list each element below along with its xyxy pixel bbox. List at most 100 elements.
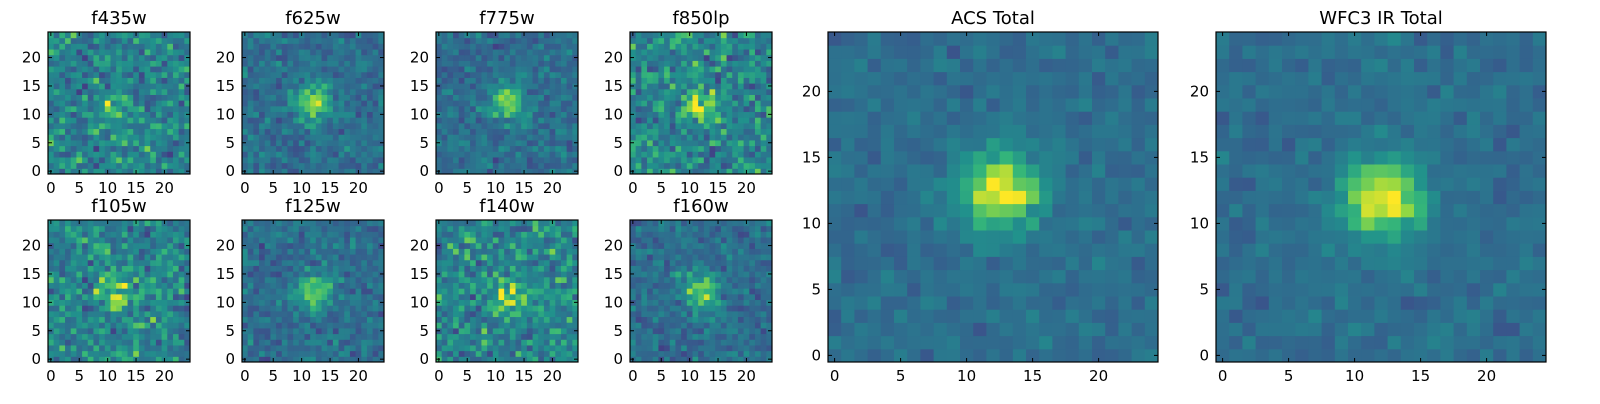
heatmap-cell [356,305,362,311]
heatmap-cell [533,72,539,78]
heatmap-cell [658,157,664,163]
heatmap-cell [293,294,299,300]
heatmap-cell [459,300,465,306]
heatmap-cell [93,151,99,157]
heatmap-cell [744,345,750,351]
heatmap-cell [304,106,310,112]
heatmap-cell [550,49,556,55]
heatmap-cell [173,157,179,163]
heatmap-cell [48,322,54,328]
heatmap-cell [476,106,482,112]
heatmap-cell [567,32,573,38]
heatmap-cell [367,254,373,260]
heatmap-cell [647,100,653,106]
heatmap-cell [339,345,345,351]
heatmap-cell [253,265,259,271]
heatmap-cell [167,146,173,152]
heatmap-cell [128,311,134,317]
heatmap-cell [173,83,179,89]
heatmap-cell [664,66,670,72]
heatmap-cell [265,220,271,226]
heatmap-cell [150,112,156,118]
heatmap-cell [356,66,362,72]
heatmap-cell [436,237,442,243]
heatmap-cell [510,220,516,226]
heatmap-cell [242,288,248,294]
heatmap-cell [356,294,362,300]
heatmap-cell [65,271,71,277]
heatmap-cell [322,317,328,323]
heatmap-cell [555,311,561,317]
heatmap-cell [470,265,476,271]
heatmap-cell [459,146,465,152]
heatmap-cell [738,351,744,357]
heatmap-cell [128,288,134,294]
heatmap-cell [88,38,94,44]
heatmap-cell [658,277,664,283]
heatmap-cell [630,106,636,112]
heatmap-cell [521,129,527,135]
heatmap-cell [259,322,265,328]
heatmap-cell [167,277,173,283]
heatmap-cell [82,134,88,140]
heatmap-cell [487,282,493,288]
heatmap-cell [738,317,744,323]
heatmap-cell [373,334,379,340]
heatmap-cell [179,94,185,100]
heatmap-cell [538,117,544,123]
y-tick-label: 5 [225,134,235,152]
heatmap-cell [59,243,65,249]
heatmap-cell [704,317,710,323]
heatmap-cell [459,220,465,226]
heatmap-cell [647,334,653,340]
heatmap-cell [128,254,134,260]
heatmap-cell [373,123,379,129]
heatmap-cell [721,163,727,169]
x-tick-label: 15 [126,367,145,385]
heatmap-cell [248,55,254,61]
heatmap-cell [516,83,522,89]
heatmap-cell [749,305,755,311]
heatmap-cell [481,43,487,49]
heatmap-cell [470,151,476,157]
heatmap-cell [139,277,145,283]
heatmap-cell [721,317,727,323]
heatmap-cell [276,129,282,135]
heatmap-cell [71,300,77,306]
heatmap-cell [493,117,499,123]
heatmap-cell [162,55,168,61]
heatmap-cell [447,243,453,249]
heatmap-cell [521,322,527,328]
heatmap-cell [150,60,156,66]
heatmap-cell [322,254,328,260]
heatmap-cell [116,60,122,66]
heatmap-cell [755,140,761,146]
heatmap-cell [356,89,362,95]
heatmap-cell [555,300,561,306]
heatmap-cell [653,339,659,345]
heatmap-cell [470,77,476,83]
heatmap-cell [436,282,442,288]
heatmap-cell [538,248,544,254]
heatmap-cell [128,49,134,55]
heatmap-cell [173,60,179,66]
heatmap-cell [156,265,162,271]
heatmap-cell [299,49,305,55]
heatmap-cell [299,94,305,100]
heatmap-cell [749,38,755,44]
heatmap-cell [145,32,151,38]
heatmap-cell [658,112,664,118]
heatmap-cell [533,55,539,61]
heatmap-cell [521,100,527,106]
heatmap-cell [122,248,128,254]
heatmap-cell [749,322,755,328]
heatmap-cell [698,300,704,306]
heatmap-cell [253,322,259,328]
heatmap-cell [316,277,322,283]
heatmap-cell [322,288,328,294]
heatmap-cell [516,72,522,78]
heatmap-cell [322,129,328,135]
heatmap-cell [133,106,139,112]
heatmap-cell [361,106,367,112]
heatmap-cell [653,66,659,72]
